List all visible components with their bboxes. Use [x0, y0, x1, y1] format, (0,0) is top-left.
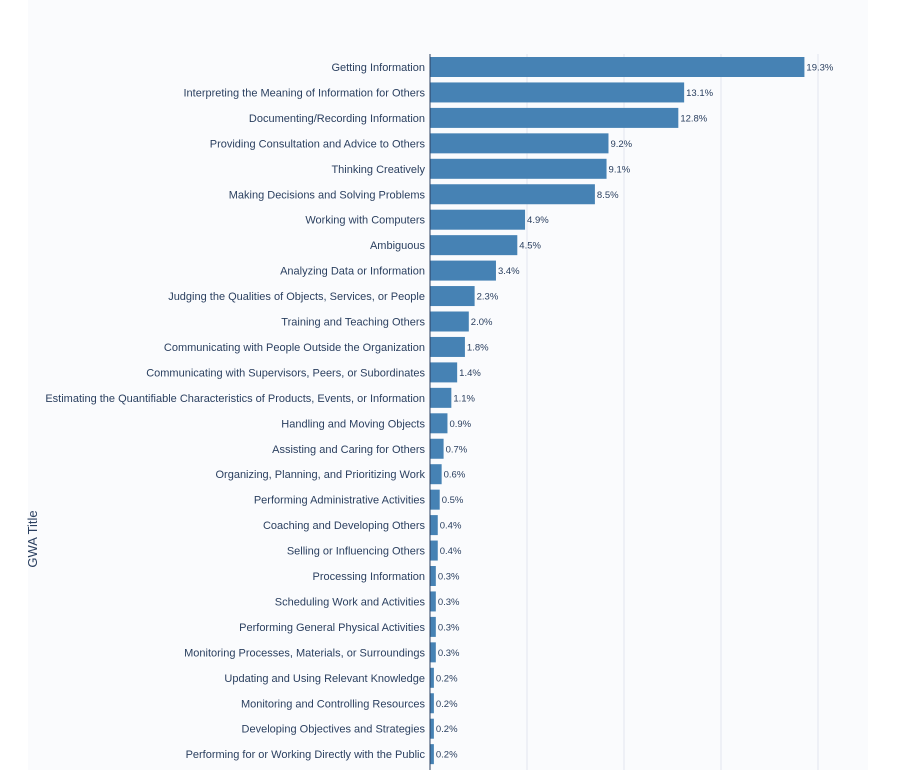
bar [430, 158, 607, 179]
value-label: 12.8% [680, 113, 707, 124]
value-label: 0.2% [436, 699, 458, 710]
value-label: 0.2% [436, 750, 458, 761]
value-label: 0.3% [438, 597, 460, 608]
value-label: 4.5% [519, 241, 541, 252]
bar [430, 311, 469, 332]
category-label: Scheduling Work and Activities [275, 596, 426, 608]
category-label: Communicating with People Outside the Or… [164, 342, 425, 354]
bar [430, 667, 434, 688]
category-label: Training and Teaching Others [281, 317, 425, 329]
bar [430, 566, 436, 586]
value-label: 4.9% [527, 215, 549, 226]
bar [430, 438, 444, 459]
category-label: Performing Administrative Activities [254, 495, 426, 507]
category-label: Providing Consultation and Advice to Oth… [210, 138, 426, 150]
category-label: Working with Computers [305, 215, 425, 227]
bar [430, 57, 805, 77]
value-label: 1.4% [459, 368, 481, 379]
bar [430, 107, 679, 128]
category-label: Monitoring Processes, Materials, or Surr… [184, 647, 425, 659]
value-label: 9.1% [609, 164, 631, 175]
value-label: 0.9% [449, 419, 471, 430]
bar [430, 82, 685, 103]
value-label: 8.5% [597, 190, 619, 201]
y-axis-title: GWA Title [25, 510, 40, 567]
category-label: Making Decisions and Solving Problems [229, 189, 426, 201]
category-label: Handling and Moving Objects [281, 418, 425, 430]
bar [430, 718, 434, 739]
category-label: Documenting/Recording Information [249, 113, 425, 125]
bar [430, 413, 448, 434]
bar [430, 464, 442, 485]
value-label: 3.4% [498, 266, 520, 277]
bar [430, 693, 434, 714]
value-label: 0.6% [444, 470, 466, 481]
value-label: 0.7% [446, 444, 468, 455]
value-label: 0.2% [436, 724, 458, 735]
category-label: Processing Information [313, 571, 426, 583]
bar [430, 235, 518, 256]
category-label: Thinking Creatively [331, 164, 425, 176]
category-label: Analyzing Data or Information [280, 266, 425, 278]
bar [430, 616, 436, 637]
category-label: Updating and Using Relevant Knowledge [224, 673, 425, 685]
bar [430, 362, 458, 383]
value-label: 0.3% [438, 648, 460, 659]
bar [430, 209, 526, 230]
category-label: Monitoring and Controlling Resources [241, 698, 426, 710]
bar [430, 591, 436, 612]
category-label: Ambiguous [370, 240, 426, 252]
category-label: Performing for or Working Directly with … [186, 749, 426, 761]
value-label: 0.4% [440, 521, 462, 532]
value-label: 0.3% [438, 622, 460, 633]
bar [430, 642, 436, 663]
value-label: 1.1% [453, 393, 475, 404]
bars [430, 57, 805, 765]
bar [430, 515, 438, 536]
bar [430, 744, 434, 765]
category-label: Coaching and Developing Others [263, 520, 426, 532]
category-label: Developing Objectives and Strategies [242, 724, 426, 736]
value-label: 0.5% [442, 495, 464, 506]
value-label: 2.0% [471, 317, 493, 328]
category-labels: Getting Information Interpreting the Mean… [45, 62, 425, 761]
category-label: Estimating the Quantifiable Characterist… [45, 393, 425, 405]
value-label: 0.2% [436, 673, 458, 684]
bar [430, 540, 438, 561]
value-labels: 19.3% 13.1% 12.8% 9.2% 9.1% 8.5% 4.9% 4.5% 3.4% 2… [436, 63, 834, 761]
bar [430, 260, 496, 281]
category-label: Communicating with Supervisors, Peers, o… [146, 367, 425, 379]
bar [430, 133, 609, 154]
bar [430, 184, 595, 205]
bar [430, 336, 465, 357]
value-label: 19.3% [806, 63, 833, 74]
value-label: 1.8% [467, 342, 489, 353]
bar [430, 387, 452, 408]
value-label: 0.4% [440, 546, 462, 557]
plot-background [28, 0, 868, 770]
category-label: Interpreting the Meaning of Information … [183, 87, 425, 99]
bar [430, 286, 475, 307]
value-label: 2.3% [477, 292, 499, 303]
bar [430, 489, 440, 510]
category-label: Assisting and Caring for Others [272, 444, 425, 456]
value-label: 13.1% [686, 88, 713, 99]
value-label: 0.3% [438, 572, 460, 583]
category-label: Getting Information [331, 62, 425, 74]
value-label: 9.2% [610, 139, 632, 150]
category-label: Performing General Physical Activities [239, 622, 425, 634]
category-label: Judging the Qualities of Objects, Servic… [168, 291, 425, 303]
category-label: Organizing, Planning, and Prioritizing W… [215, 469, 425, 481]
category-label: Selling or Influencing Others [287, 546, 426, 558]
